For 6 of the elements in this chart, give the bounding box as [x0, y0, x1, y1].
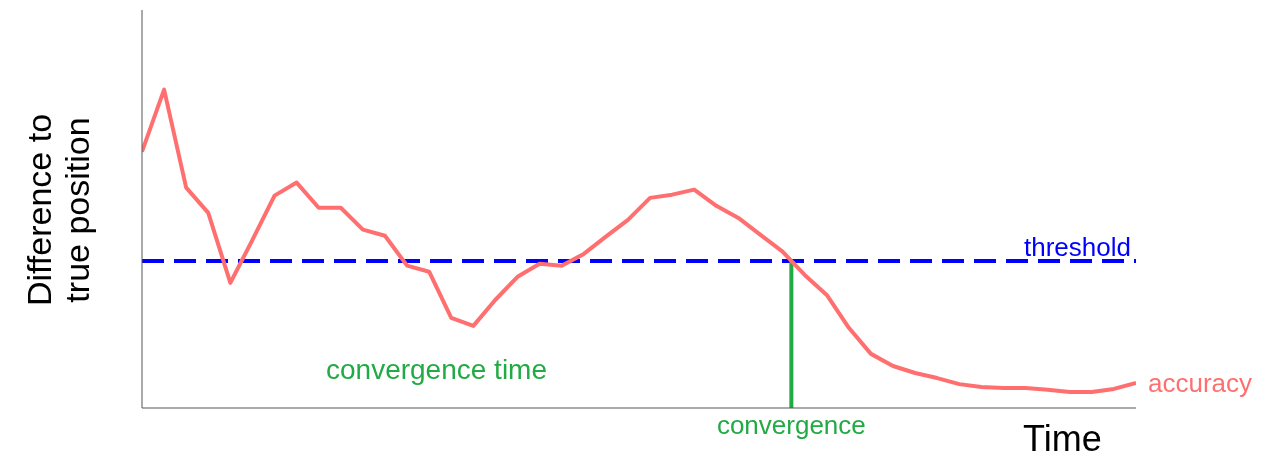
- ref-line-label: threshold: [1024, 231, 1131, 262]
- series-label: accuracy: [1148, 367, 1253, 398]
- x-axis-title: Time: [1023, 418, 1102, 459]
- annotation: convergence time: [326, 354, 548, 386]
- y-axis-title: Difference to true position: [20, 112, 96, 309]
- text: convergence: [716, 410, 866, 441]
